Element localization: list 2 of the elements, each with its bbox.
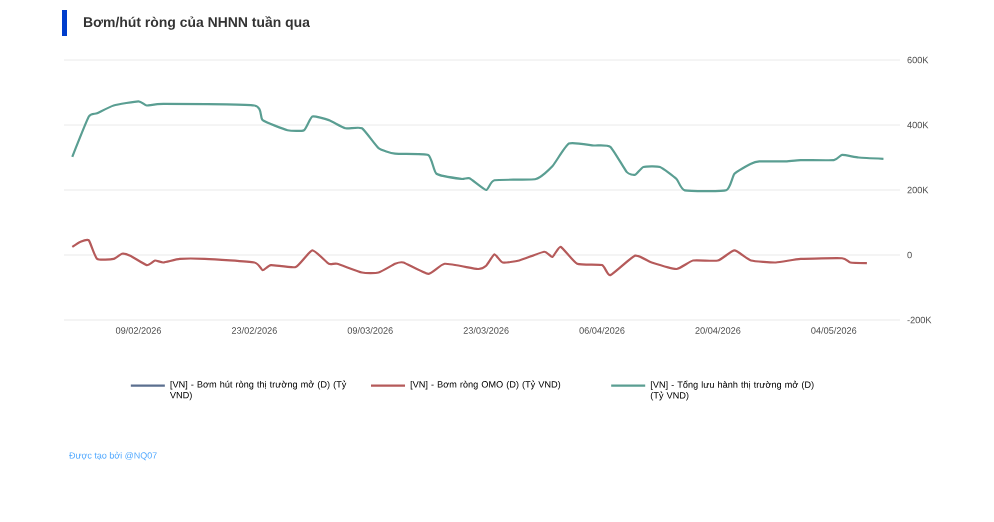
line-series xyxy=(71,239,868,277)
line-series xyxy=(71,100,885,193)
